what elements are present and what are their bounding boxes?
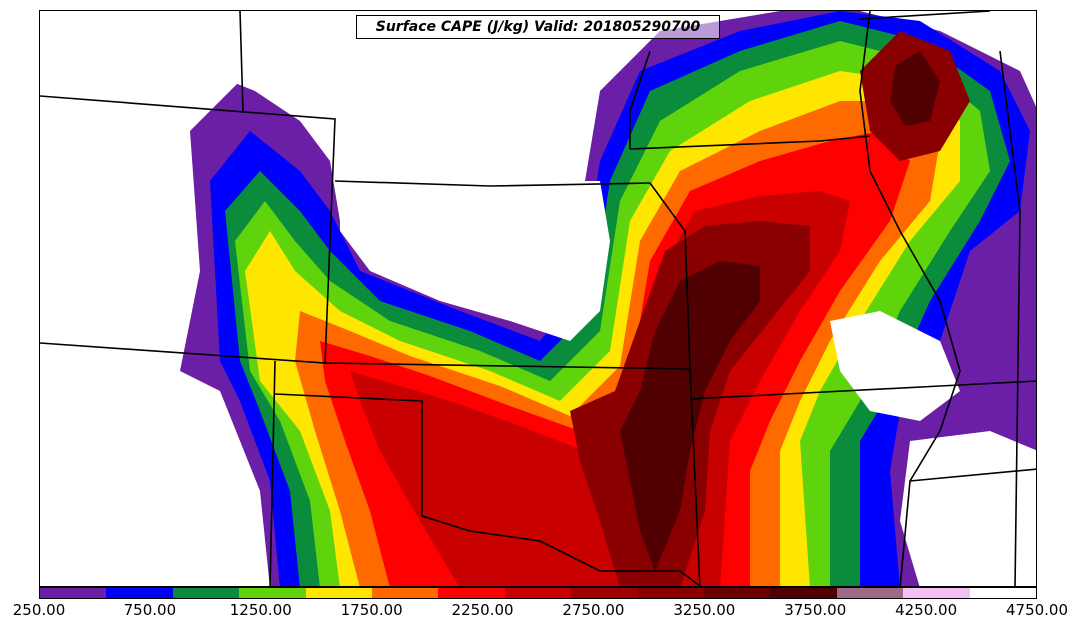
cape-contour-layers [180,11,1036,586]
border-line [649,182,691,370]
colorbar-tick-label: 2250.00 [451,601,514,619]
low-cape-areas [40,11,1036,586]
colorbar-swatch [172,588,240,598]
colorbar-swatch [106,588,173,598]
colorbar-swatch [239,588,306,598]
map-panel [39,10,1037,587]
colorbar-swatch [637,588,705,598]
colorbar-swatch [571,588,638,598]
cape-band-ne-peak [890,51,940,126]
cape-field-map [40,11,1036,586]
border-line [40,95,336,364]
colorbar-tick-label: 1250.00 [229,601,292,619]
clear-area-southeast [900,431,1036,586]
colorbar-tick-label: 250.00 [12,601,66,619]
border-line [239,11,244,112]
colorbar-tick-label: 750.00 [123,601,177,619]
border-line [629,50,651,149]
clear-area-west [40,11,600,341]
colorbar-tick-label: 4250.00 [895,601,958,619]
colorbar-tick-label: 1750.00 [340,601,403,619]
colorbar-swatch [903,588,970,598]
state-borders [40,11,1036,586]
colorbar-swatch [836,588,904,598]
colorbar-swatch [969,588,1037,598]
map-title: Surface CAPE (J/kg) Valid: 201805290700 [356,15,720,39]
colorbar-swatch [372,588,439,598]
colorbar-swatch [504,588,572,598]
colorbar [39,587,1037,599]
border-line [859,11,991,20]
border-line [334,180,651,187]
border-line [629,135,871,150]
border-line [859,11,961,586]
border-line [999,50,1021,586]
colorbar-swatch [305,588,373,598]
colorbar-tick-label: 4750.00 [1005,601,1069,619]
colorbar-swatch [40,588,107,598]
border-line [274,393,701,586]
clear-area-east [830,311,960,421]
colorbar-swatch [438,588,505,598]
clear-area-central [340,181,610,341]
colorbar-tick-label: 2750.00 [562,601,625,619]
border-line [269,360,276,586]
colorbar-tick-label: 3250.00 [673,601,736,619]
colorbar-swatch [770,588,837,598]
colorbar-swatch [704,588,771,598]
cape-band-4750 [620,261,760,571]
colorbar-tick-label: 3750.00 [784,601,847,619]
border-line [689,380,1036,400]
